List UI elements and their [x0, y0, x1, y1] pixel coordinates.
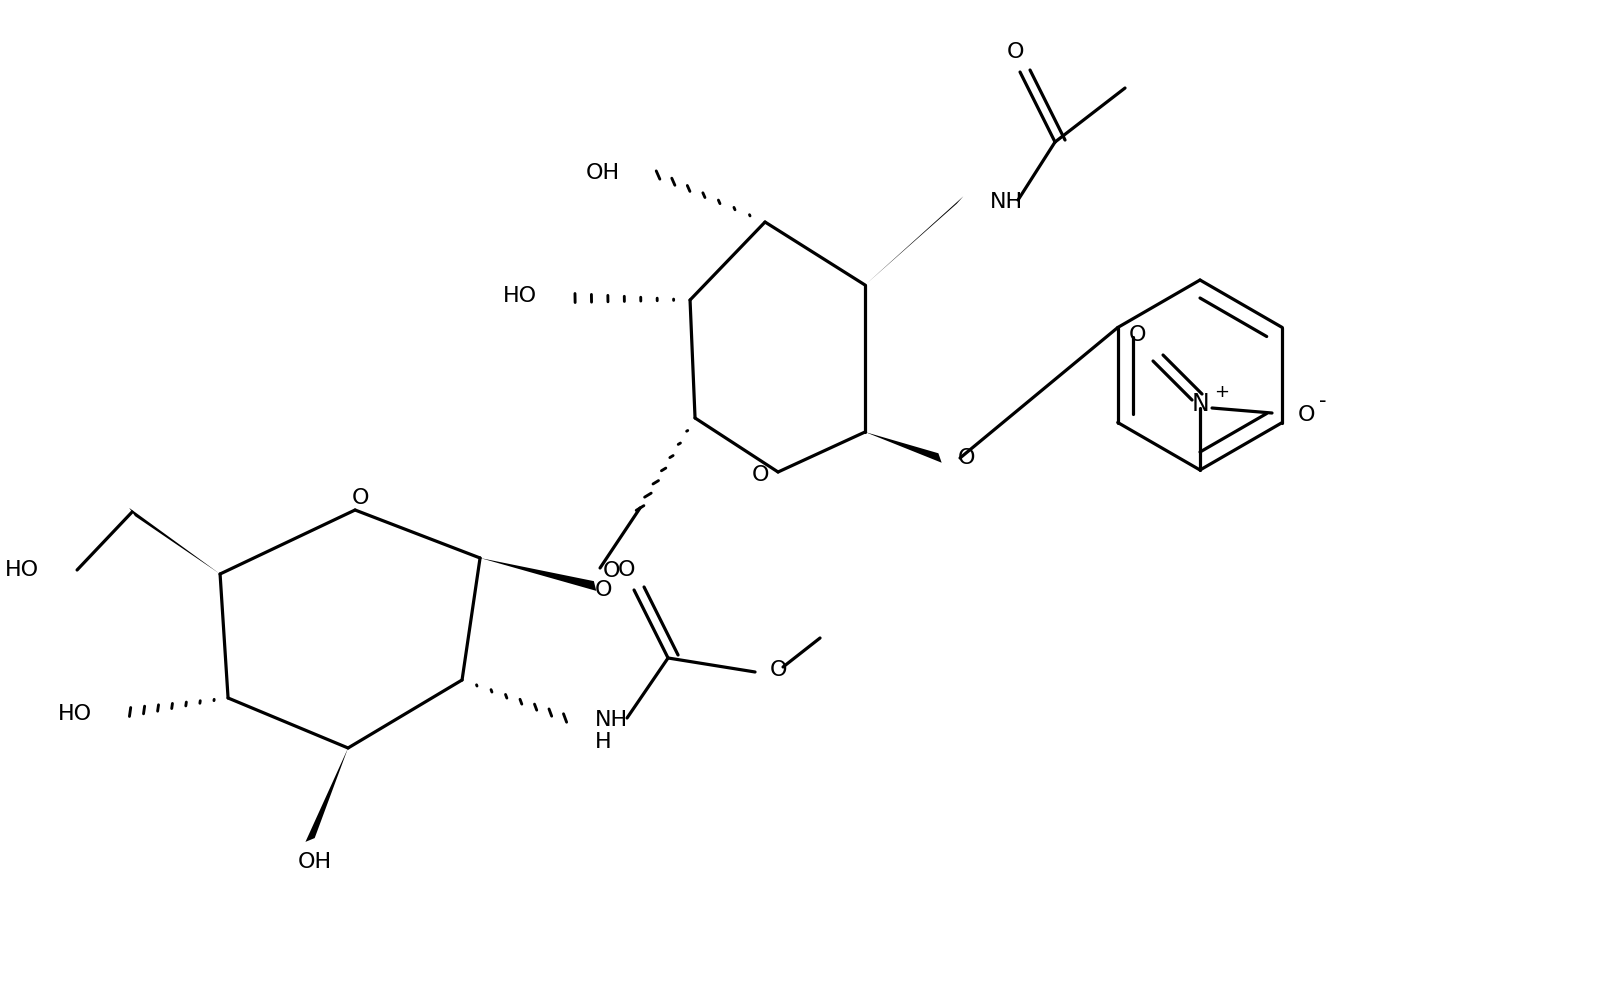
Text: NH: NH	[989, 192, 1022, 212]
Text: O: O	[594, 580, 612, 600]
Text: O: O	[602, 561, 620, 581]
Text: O: O	[351, 488, 369, 508]
Text: HO: HO	[58, 704, 91, 724]
Text: O: O	[616, 560, 634, 580]
Text: O: O	[1006, 42, 1022, 62]
Polygon shape	[480, 558, 595, 591]
Polygon shape	[865, 432, 941, 462]
Text: +: +	[1213, 383, 1229, 401]
Text: O: O	[751, 465, 769, 485]
Text: -: -	[1318, 391, 1326, 411]
Polygon shape	[305, 748, 348, 842]
Text: O: O	[1128, 325, 1144, 345]
Text: NH: NH	[595, 710, 628, 730]
Text: HO: HO	[502, 286, 536, 306]
Text: OH: OH	[586, 163, 620, 183]
Polygon shape	[128, 508, 220, 574]
Text: O: O	[958, 448, 974, 468]
Text: OH: OH	[299, 852, 332, 872]
Text: N: N	[1191, 392, 1209, 416]
Text: H: H	[595, 732, 612, 752]
Text: O: O	[769, 660, 786, 680]
Polygon shape	[865, 196, 963, 285]
Text: O: O	[1297, 405, 1314, 425]
Text: HO: HO	[5, 560, 39, 580]
